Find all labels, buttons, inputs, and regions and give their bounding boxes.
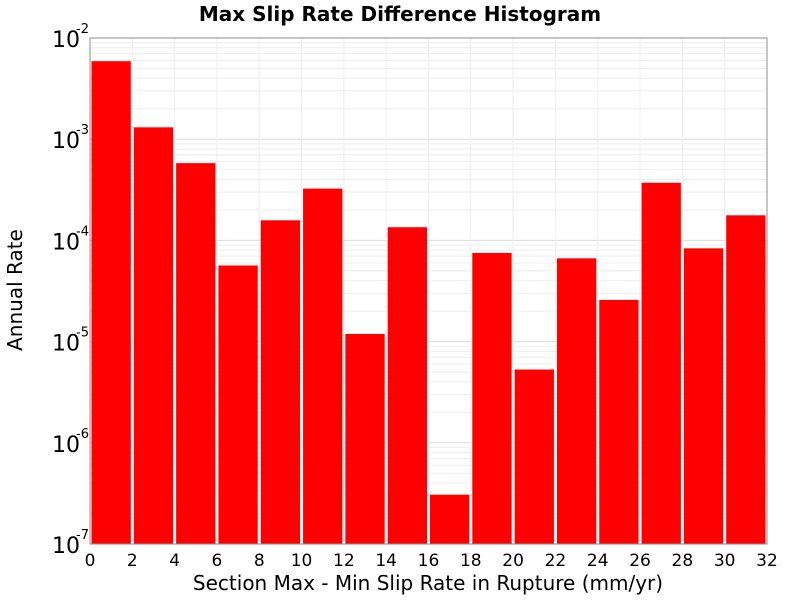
x-tick-label: 10 — [291, 551, 313, 571]
histogram-bar — [683, 248, 724, 545]
x-tick-label: 12 — [333, 551, 355, 571]
x-tick-label: 22 — [545, 551, 567, 571]
histogram-bar — [556, 258, 597, 544]
y-tick-label: 10-4 — [52, 224, 89, 255]
x-tick-label: 20 — [502, 551, 524, 571]
histogram-bar — [91, 61, 131, 544]
y-tick-label: 10-6 — [52, 427, 89, 458]
y-tick-exponent: -3 — [76, 123, 89, 138]
chart-title: Max Slip Rate Difference Histogram — [199, 2, 601, 26]
histogram-bar — [514, 369, 554, 544]
x-tick-label: 8 — [254, 551, 265, 571]
y-tick-base: 10 — [52, 28, 80, 53]
y-tick-label: 10-7 — [52, 528, 89, 559]
y-tick-exponent: -7 — [76, 528, 89, 543]
x-tick-label: 14 — [375, 551, 397, 571]
y-tick-base: 10 — [52, 230, 80, 255]
y-tick-base: 10 — [52, 433, 80, 458]
x-tick-label: 26 — [629, 551, 651, 571]
histogram-bar — [303, 188, 343, 544]
y-tick-exponent: -4 — [76, 224, 89, 239]
y-tick-base: 10 — [52, 129, 80, 154]
x-tick-label: 24 — [587, 551, 609, 571]
x-tick-label: 0 — [85, 551, 96, 571]
histogram-bar — [641, 182, 681, 544]
histogram-bar — [430, 494, 470, 544]
x-tick-label: 28 — [672, 551, 694, 571]
histogram-bar — [176, 163, 216, 544]
x-tick-label: 4 — [169, 551, 180, 571]
histogram-bar — [133, 127, 174, 544]
y-tick-base: 10 — [52, 534, 80, 559]
histogram-bar — [345, 333, 385, 544]
y-tick-exponent: -6 — [76, 427, 89, 442]
y-tick-label: 10-5 — [52, 326, 89, 357]
plot-frame — [89, 37, 768, 545]
histogram-bar — [218, 265, 258, 544]
x-tick-labels: 0 2 4 6 8 10 12 14 16 18 20 22 24 26 28 30 32 — [85, 551, 778, 571]
x-axis-label: Section Max - Min Slip Rate in Rupture (… — [193, 571, 663, 595]
bars — [91, 61, 766, 545]
y-tick-exponent: -2 — [76, 22, 89, 37]
x-tick-label: 30 — [714, 551, 736, 571]
histogram-bar — [472, 252, 512, 544]
histogram-bar — [387, 227, 427, 545]
x-tick-label: 18 — [460, 551, 482, 571]
x-tick-label: 2 — [127, 551, 138, 571]
y-tick-labels: 10-210-310-410-510-610-7 — [52, 22, 89, 559]
y-tick-label: 10-3 — [52, 123, 89, 154]
histogram-bar — [726, 215, 766, 544]
y-axis-label: Annual Rate — [3, 229, 27, 351]
x-tick-label: 16 — [418, 551, 440, 571]
x-tick-label: 6 — [212, 551, 223, 571]
histogram-bar — [599, 299, 639, 544]
x-tick-label: 32 — [756, 551, 778, 571]
y-tick-label: 10-2 — [52, 22, 89, 53]
histogram-bar — [260, 220, 301, 544]
y-tick-base: 10 — [52, 332, 80, 357]
y-tick-exponent: -5 — [76, 326, 89, 341]
